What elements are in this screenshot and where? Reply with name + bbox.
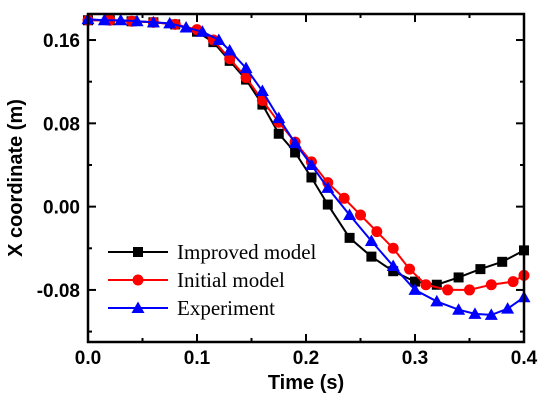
series-1-point — [410, 276, 420, 287]
series-2-point — [224, 53, 236, 65]
series-2-point — [371, 226, 383, 238]
series-1-point — [453, 272, 464, 283]
series-3-point — [430, 294, 444, 307]
series-3-point — [114, 13, 128, 26]
legend-marker-1 — [133, 247, 143, 257]
series-2-point — [442, 284, 454, 296]
series-3-point — [468, 307, 482, 319]
series-1-point — [306, 172, 317, 183]
series-3-point — [223, 43, 237, 56]
axis-ticks — [87, 14, 525, 342]
series-3-point — [130, 14, 144, 27]
series-3-point — [288, 136, 302, 149]
series-3-point — [343, 208, 357, 220]
series-3-point — [195, 25, 209, 37]
y-tick-label: 0.08 — [43, 114, 80, 135]
series-3-point — [408, 283, 422, 295]
series-3-point — [239, 61, 253, 74]
series-3-point — [146, 15, 160, 28]
legend-label-1: Improved model — [177, 240, 317, 264]
y-tick-label: 0.16 — [43, 31, 80, 52]
series-2-point — [404, 263, 416, 275]
series-line-3 — [87, 18, 525, 316]
legend-marker-2 — [132, 274, 144, 286]
series-2-point — [256, 94, 268, 106]
series-2-point — [355, 209, 366, 221]
legend: Improved model Initial model Experiment — [108, 240, 317, 320]
series-2-point — [485, 279, 497, 291]
x-axis-title: Time (s) — [268, 372, 344, 394]
series-1-point — [344, 232, 355, 243]
series-2-point — [387, 242, 399, 254]
series-3-point — [179, 21, 193, 33]
y-axis-title: X coordinate (m) — [5, 99, 27, 257]
x-tick-label: 0.3 — [402, 348, 428, 369]
series-3-point — [484, 308, 498, 320]
x-tick-label: 0.2 — [293, 348, 319, 369]
series-2-point — [338, 192, 350, 204]
series-2-point — [420, 279, 432, 291]
series-3-point — [386, 259, 400, 271]
plot-frame — [86, 12, 526, 344]
legend-label-2: Initial model — [177, 268, 285, 292]
tick-labels: 0.0 0.1 0.2 0.3 0.4 -0.08 0.00 0.08 0.16 — [37, 31, 538, 369]
series-3-point — [364, 234, 378, 246]
series-3-point — [163, 16, 177, 29]
series-1-point — [388, 266, 399, 277]
series-1-point — [322, 199, 333, 210]
x-tick-label: 0.0 — [75, 348, 101, 369]
y-tick-label: -0.08 — [37, 281, 80, 302]
series-3-point — [321, 181, 335, 193]
y-tick-label: 0.00 — [43, 198, 80, 219]
x-tick-label: 0.1 — [184, 348, 211, 369]
legend-label-3: Experiment — [177, 296, 275, 320]
series-3-point — [97, 13, 111, 26]
series-2-point — [240, 72, 252, 84]
series-3-point — [501, 302, 515, 314]
legend-marker-3 — [131, 301, 145, 313]
series-1-point — [475, 264, 486, 275]
x-tick-label: 0.4 — [511, 348, 538, 369]
series-3-point — [255, 84, 269, 97]
series-1-point — [431, 279, 442, 290]
series-3-point — [272, 111, 286, 124]
series-1-point — [273, 128, 284, 139]
series-1-point — [366, 251, 377, 262]
series-3-point — [212, 33, 226, 46]
series-3-point — [304, 158, 318, 170]
series-2-point — [464, 284, 475, 296]
series-2-point — [507, 276, 519, 288]
series-3-point — [452, 303, 466, 315]
series-1-point — [497, 256, 508, 267]
series-1-point — [290, 147, 301, 158]
